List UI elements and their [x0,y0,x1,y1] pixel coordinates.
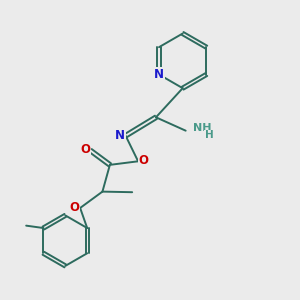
Text: N: N [154,68,164,81]
Text: O: O [80,143,90,156]
Text: H: H [205,130,213,140]
Text: N: N [115,129,125,142]
Text: O: O [69,202,79,214]
Text: O: O [139,154,148,167]
Text: NH: NH [193,123,212,133]
